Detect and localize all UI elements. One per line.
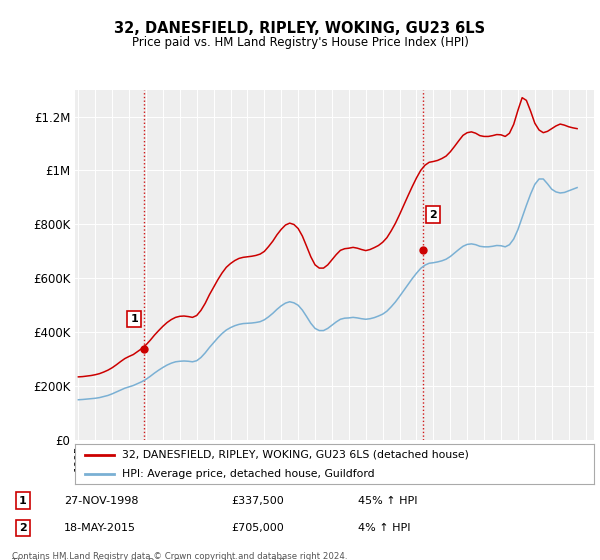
Text: 2: 2 [429,210,437,220]
Text: Price paid vs. HM Land Registry's House Price Index (HPI): Price paid vs. HM Land Registry's House … [131,36,469,49]
Text: HPI: Average price, detached house, Guildford: HPI: Average price, detached house, Guil… [122,469,374,479]
Text: 4% ↑ HPI: 4% ↑ HPI [358,522,410,533]
Text: This data is licensed under the Open Government Licence v3.0.: This data is licensed under the Open Gov… [12,558,287,560]
Text: 45% ↑ HPI: 45% ↑ HPI [358,496,417,506]
Text: 27-NOV-1998: 27-NOV-1998 [64,496,139,506]
Text: 32, DANESFIELD, RIPLEY, WOKING, GU23 6LS (detached house): 32, DANESFIELD, RIPLEY, WOKING, GU23 6LS… [122,450,469,460]
Text: 32, DANESFIELD, RIPLEY, WOKING, GU23 6LS: 32, DANESFIELD, RIPLEY, WOKING, GU23 6LS [115,21,485,36]
Text: £705,000: £705,000 [231,522,284,533]
Text: 18-MAY-2015: 18-MAY-2015 [64,522,136,533]
Text: 2: 2 [19,522,26,533]
Text: Contains HM Land Registry data © Crown copyright and database right 2024.: Contains HM Land Registry data © Crown c… [12,552,347,560]
Text: 1: 1 [19,496,26,506]
Text: £337,500: £337,500 [231,496,284,506]
Text: 1: 1 [130,314,138,324]
